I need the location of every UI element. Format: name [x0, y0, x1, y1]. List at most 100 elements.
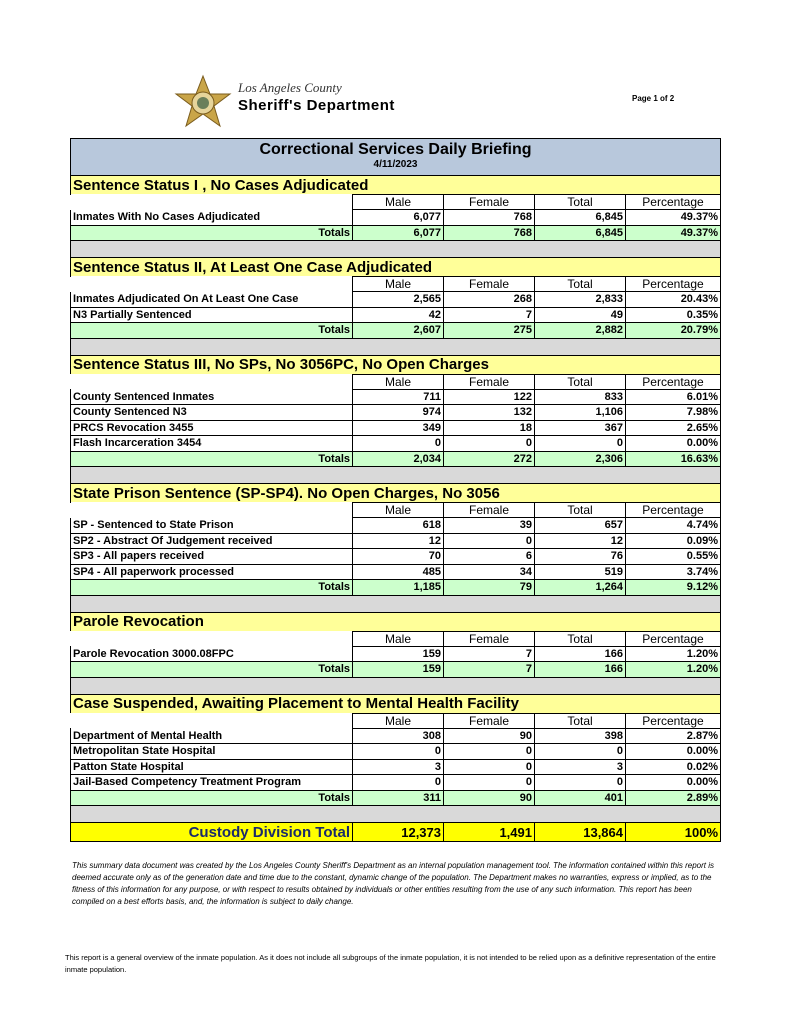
value-cell: 0.00%	[625, 435, 721, 452]
column-header: Female	[443, 194, 535, 210]
blank-cell	[71, 195, 353, 210]
column-header: Total	[534, 276, 626, 292]
value-cell: 1,106	[534, 404, 626, 421]
column-header: Total	[534, 194, 626, 210]
value-cell: 0	[443, 758, 535, 775]
column-header-row: Male Female Total Percentage	[71, 276, 721, 292]
totals-label: Totals	[70, 224, 353, 241]
value-cell: 711	[352, 388, 444, 405]
spacer	[70, 805, 721, 823]
value-cell: 7	[443, 306, 535, 323]
column-header: Percentage	[625, 712, 721, 729]
value-cell: 657	[534, 517, 626, 534]
value-cell: 0	[443, 532, 535, 549]
total-value: 7	[443, 661, 535, 678]
totals-row: Totals 2,034 272 2,306 16.63%	[70, 450, 721, 467]
title-cell: Correctional Services Daily Briefing 4/11…	[70, 138, 721, 176]
value-cell: 0.00%	[625, 743, 721, 760]
section-header: Case Suspended, Awaiting Placement to Me…	[70, 694, 721, 713]
data-row: Inmates Adjudicated On At Least One Case…	[70, 291, 721, 308]
column-header-row: Male Female Total Percentage	[71, 630, 721, 647]
value-cell: 0	[443, 435, 535, 452]
spacer	[70, 337, 721, 356]
total-value: 311	[352, 789, 444, 806]
value-cell: 833	[534, 388, 626, 405]
total-value: 166	[534, 661, 626, 678]
value-cell: 39	[443, 517, 535, 534]
column-header: Percentage	[625, 502, 721, 518]
total-value: 2,882	[534, 322, 626, 339]
value-cell: 6	[443, 548, 535, 565]
totals-row: Totals 6,077 768 6,845 49.37%	[70, 224, 721, 241]
column-header: Male	[352, 630, 444, 647]
value-cell: 159	[352, 645, 444, 662]
blank-cell	[71, 631, 353, 646]
value-cell: 0.02%	[625, 758, 721, 775]
section-header: State Prison Sentence (SP-SP4). No Open …	[70, 483, 721, 503]
spacer-row	[70, 805, 721, 823]
total-value: 49.37%	[625, 224, 721, 241]
value-cell: 42	[352, 306, 444, 323]
data-row: PRCS Revocation 3455 349 18 367 2.65%	[70, 419, 721, 436]
value-cell: 268	[443, 291, 535, 308]
data-row: SP4 - All paperwork processed 485 34 519 3.7…	[70, 563, 721, 580]
value-cell: 7.98%	[625, 404, 721, 421]
total-value: 9.12%	[625, 579, 721, 596]
report-title: Correctional Services Daily Briefing	[259, 141, 532, 158]
column-header: Percentage	[625, 630, 721, 647]
section-title: Sentence Status I , No Cases Adjudicated	[70, 175, 721, 195]
column-header: Percentage	[625, 194, 721, 210]
totals-label: Totals	[70, 789, 353, 806]
row-label: Parole Revocation 3000.08FPC	[70, 646, 353, 662]
value-cell: 0.55%	[625, 548, 721, 565]
data-row: SP - Sentenced to State Prison 618 39 657 4.…	[70, 517, 721, 534]
spacer	[70, 240, 721, 258]
value-cell: 132	[443, 404, 535, 421]
column-header: Total	[534, 502, 626, 518]
value-cell: 308	[352, 727, 444, 744]
spacer	[70, 676, 721, 695]
value-cell: 90	[443, 727, 535, 744]
column-header: Percentage	[625, 373, 721, 390]
spacer-row	[70, 594, 721, 613]
row-label: Metropolitan State Hospital	[70, 743, 353, 760]
report-date: 4/11/2023	[373, 159, 418, 170]
value-cell: 0	[443, 774, 535, 791]
total-value: 1,185	[352, 579, 444, 596]
column-header-row: Male Female Total Percentage	[71, 502, 721, 518]
sheriff-star-logo	[174, 74, 232, 128]
total-value: 2,306	[534, 450, 626, 467]
value-cell: 0.09%	[625, 532, 721, 549]
row-label: Inmates Adjudicated On At Least One Case	[70, 291, 353, 308]
spacer-row	[70, 676, 721, 695]
row-label: Patton State Hospital	[70, 759, 353, 775]
value-cell: 3.74%	[625, 563, 721, 580]
row-label: Jail-Based Competency Treatment Program	[70, 774, 353, 791]
value-cell: 6,845	[534, 209, 626, 226]
totals-row: Totals 159 7 166 1.20%	[70, 661, 721, 678]
value-cell: 0	[352, 774, 444, 791]
blank-cell	[71, 713, 353, 728]
row-label: PRCS Revocation 3455	[70, 420, 353, 436]
value-cell: 349	[352, 419, 444, 436]
row-label: Department of Mental Health	[70, 728, 353, 744]
value-cell: 618	[352, 517, 444, 534]
value-cell: 34	[443, 563, 535, 580]
total-value: 2,034	[352, 450, 444, 467]
column-header: Male	[352, 712, 444, 729]
total-value: 401	[534, 789, 626, 806]
value-cell: 0	[443, 743, 535, 760]
column-header: Male	[352, 373, 444, 390]
section-header: Sentence Status III, No SPs, No 3056PC, …	[70, 355, 721, 374]
total-value: 1.20%	[625, 661, 721, 678]
value-cell: 49.37%	[625, 209, 721, 226]
column-header: Female	[443, 373, 535, 390]
value-cell: 70	[352, 548, 444, 565]
blank-cell	[71, 503, 353, 518]
value-cell: 3	[352, 758, 444, 775]
column-header: Total	[534, 373, 626, 390]
column-header: Male	[352, 194, 444, 210]
column-header: Total	[534, 712, 626, 729]
total-value: 79	[443, 579, 535, 596]
row-label: Inmates With No Cases Adjudicated	[70, 209, 353, 226]
